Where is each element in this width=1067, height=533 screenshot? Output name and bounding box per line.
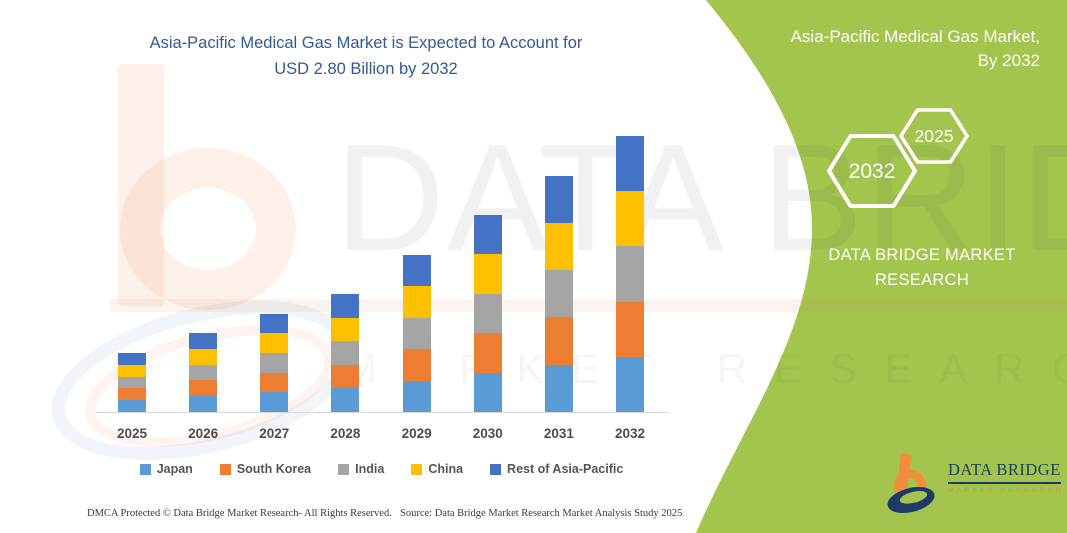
bar-2026-segment-south-korea bbox=[189, 380, 218, 397]
bar-2030-segment-japan bbox=[473, 372, 502, 412]
bar-2026-segment-china bbox=[189, 348, 218, 365]
bar-2027-segment-china bbox=[260, 333, 289, 353]
bar-2027-segment-rest-of-asia-pacific bbox=[260, 313, 289, 334]
x-axis-label-2027: 2027 bbox=[259, 426, 290, 441]
bar-2030-segment-china bbox=[473, 254, 502, 294]
side-panel-title: Asia-Pacific Medical Gas Market, By 2032 bbox=[740, 25, 1040, 73]
hexagon-2025 bbox=[899, 108, 969, 164]
legend-swatch-japan bbox=[139, 463, 151, 475]
side-panel-brand-text: DATA BRIDGE MARKET RESEARCH bbox=[828, 246, 1016, 289]
bar-2032 bbox=[616, 136, 645, 412]
bar-2031 bbox=[544, 175, 573, 412]
legend-item-south-korea: South Korea bbox=[219, 462, 312, 476]
x-axis-label-2030: 2030 bbox=[472, 426, 503, 441]
footer-source-text: Source: Data Bridge Market Research Mark… bbox=[400, 508, 683, 519]
legend-label-india: India bbox=[355, 462, 385, 476]
bar-2032-segment-india bbox=[616, 246, 645, 302]
bar-2025 bbox=[118, 353, 146, 412]
x-axis-line bbox=[95, 412, 668, 413]
x-axis-label-2029: 2029 bbox=[401, 426, 432, 441]
bar-2027-segment-india bbox=[260, 352, 289, 373]
legend: Japan South Korea India China Rest of Asia-P… bbox=[95, 462, 668, 476]
green-panel-path bbox=[696, 0, 1067, 533]
x-axis-label-2031: 2031 bbox=[543, 426, 574, 441]
bar-2027-segment-japan bbox=[260, 392, 289, 412]
bar-2025-segment-china bbox=[118, 364, 146, 377]
chart-title-line2: USD 2.80 Billion by 2032 bbox=[274, 59, 458, 78]
bar-2032-segment-south-korea bbox=[616, 301, 645, 357]
legend-item-china: China bbox=[411, 462, 463, 476]
legend-label-japan: Japan bbox=[156, 462, 193, 476]
logo-name: DATA BRIDGE bbox=[948, 460, 1061, 484]
bar-2028-segment-india bbox=[331, 341, 360, 365]
plot-area: 2025 2026 2027 2028 2029 2030 2031 2032 bbox=[95, 120, 668, 441]
legend-swatch-china bbox=[411, 463, 423, 475]
legend-label-south-korea: South Korea bbox=[236, 462, 312, 476]
bar-2031-segment-japan bbox=[544, 364, 573, 412]
bar-2029-segment-japan bbox=[402, 380, 431, 412]
x-axis-label-2032: 2032 bbox=[615, 426, 646, 441]
data-bridge-logo-icon bbox=[887, 453, 935, 514]
legend-label-rest-of-asia-pacific: Rest of Asia-Pacific bbox=[507, 462, 624, 476]
bar-2029-segment-china bbox=[402, 286, 431, 318]
bar-2028 bbox=[331, 294, 360, 412]
legend-swatch-rest-of-asia-pacific bbox=[490, 463, 502, 475]
bar-2026 bbox=[189, 333, 218, 412]
bar-2029-segment-india bbox=[402, 317, 431, 349]
bar-2031-segment-china bbox=[544, 222, 573, 271]
bar-2028-segment-japan bbox=[331, 388, 360, 412]
legend-item-india: India bbox=[338, 462, 384, 476]
bar-2027 bbox=[260, 313, 289, 412]
side-panel-title-line1: Asia-Pacific Medical Gas Market, bbox=[790, 27, 1040, 46]
bar-2028-segment-south-korea bbox=[331, 364, 360, 389]
legend-swatch-south-korea bbox=[219, 463, 231, 475]
chart-title: Asia-Pacific Medical Gas Market is Expec… bbox=[105, 31, 627, 82]
data-bridge-logo: DATA BRIDGE MARKET RESEARCH bbox=[884, 452, 1064, 514]
bar-2031-segment-rest-of-asia-pacific bbox=[544, 175, 573, 223]
bar-2025-segment-india bbox=[118, 376, 146, 389]
x-axis-label-2028: 2028 bbox=[330, 426, 361, 441]
bar-2025-segment-japan bbox=[118, 400, 146, 412]
x-axis-label-2026: 2026 bbox=[188, 426, 219, 441]
bar-2029-segment-rest-of-asia-pacific bbox=[402, 254, 431, 286]
logo-tagline: MARKET RESEARCH bbox=[948, 487, 1064, 494]
bar-2028-segment-china bbox=[331, 317, 360, 342]
side-panel-title-line2: By 2032 bbox=[977, 50, 1040, 70]
bar-2029 bbox=[402, 254, 431, 412]
bar-2029-segment-south-korea bbox=[402, 349, 431, 381]
bar-2027-segment-south-korea bbox=[260, 372, 289, 393]
hexagon-2025-label: 2025 bbox=[915, 126, 954, 146]
bar-2031-segment-south-korea bbox=[544, 317, 573, 365]
legend-swatch-india bbox=[338, 463, 350, 475]
bar-2030-segment-south-korea bbox=[473, 333, 502, 373]
hexagon-2032-label: 2032 bbox=[849, 160, 896, 183]
bar-2030-segment-rest-of-asia-pacific bbox=[473, 215, 502, 255]
bar-2030 bbox=[473, 215, 502, 412]
legend-item-rest-of-asia-pacific: Rest of Asia-Pacific bbox=[490, 462, 623, 476]
bar-2025-segment-south-korea bbox=[118, 388, 146, 401]
bar-2026-segment-japan bbox=[189, 396, 218, 412]
footer-dmca-text: DMCA Protected © Data Bridge Market Rese… bbox=[87, 508, 392, 519]
legend-item-japan: Japan bbox=[139, 462, 193, 476]
bar-2032-segment-japan bbox=[616, 356, 645, 412]
bar-2025-segment-rest-of-asia-pacific bbox=[118, 353, 146, 365]
x-axis-label-2025: 2025 bbox=[116, 426, 148, 441]
bar-2028-segment-rest-of-asia-pacific bbox=[331, 294, 360, 318]
chart-title-line1: Asia-Pacific Medical Gas Market is Expec… bbox=[149, 34, 583, 52]
bar-2031-segment-india bbox=[544, 270, 573, 318]
bar-2030-segment-india bbox=[473, 293, 502, 334]
bar-2026-segment-rest-of-asia-pacific bbox=[189, 333, 218, 349]
legend-label-china: China bbox=[428, 462, 464, 476]
hexagon-badges: 2032 2025 bbox=[827, 108, 969, 208]
bar-2026-segment-india bbox=[189, 364, 218, 381]
hexagon-2032 bbox=[827, 134, 917, 208]
bar-2032-segment-rest-of-asia-pacific bbox=[616, 136, 645, 192]
bar-2032-segment-china bbox=[616, 191, 645, 247]
